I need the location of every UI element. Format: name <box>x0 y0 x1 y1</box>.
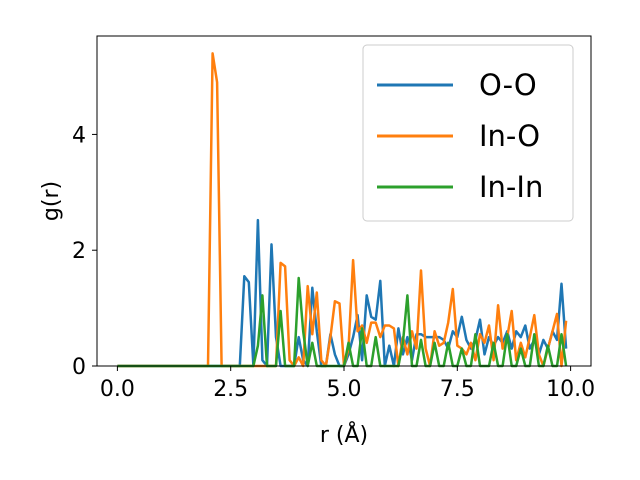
y-tick-label: 2 <box>72 239 86 264</box>
y-axis-label: g(r) <box>39 181 64 221</box>
legend-label: O-O <box>479 68 537 102</box>
x-axis-label: r (Å) <box>320 421 368 448</box>
legend: O-O In-O In-In <box>362 44 574 222</box>
y-tick-label: 4 <box>72 123 86 148</box>
legend-label: In-In <box>479 170 543 204</box>
x-tick-label: 7.5 <box>440 377 475 402</box>
y-tick-label: 0 <box>72 355 86 380</box>
x-tick-label: 2.5 <box>213 377 248 402</box>
legend-label: In-O <box>479 119 540 153</box>
ticks-layer: 0.0 2.5 5.0 7.5 10.0 0 2 4 <box>72 123 595 402</box>
x-tick-label: 0.0 <box>100 377 135 402</box>
x-tick-label: 5.0 <box>327 377 362 402</box>
legend-box <box>362 44 574 222</box>
x-tick-label: 10.0 <box>546 377 595 402</box>
